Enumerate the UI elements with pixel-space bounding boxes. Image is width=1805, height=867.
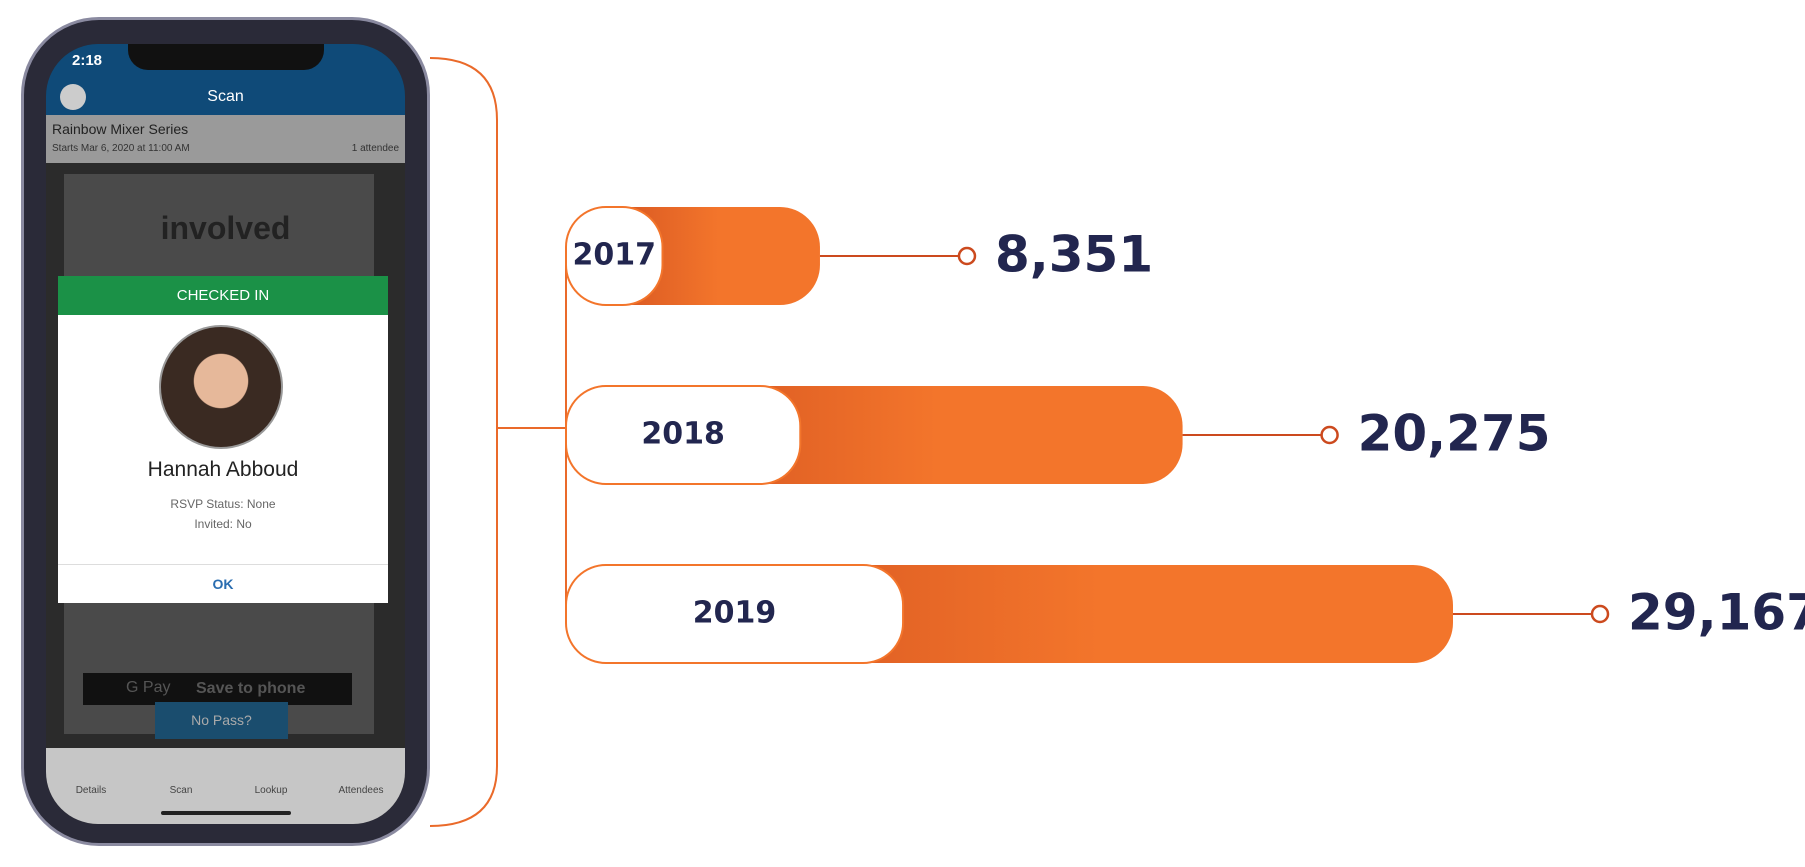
tab[interactable]: Lookup <box>254 785 288 796</box>
header-title: Scan <box>207 88 244 105</box>
category-label: 2018 <box>641 417 725 452</box>
value-label: 29,167 <box>1628 584 1805 642</box>
no-pass-button[interactable]: No Pass? <box>155 702 288 739</box>
category-label: 2019 <box>693 596 777 631</box>
event-name: Rainbow Mixer Series <box>52 121 189 137</box>
value-label: 8,351 <box>995 226 1153 284</box>
event-bar <box>46 115 405 163</box>
bar-label-pill <box>565 206 664 306</box>
bar-label-pill <box>565 564 905 664</box>
event-starts: Starts Mar 6, 2020 at 11:00 AM <box>52 143 190 154</box>
connector-dot <box>957 246 977 266</box>
home-indicator <box>161 811 291 815</box>
rsvp: RSVP Status: None <box>170 497 276 511</box>
dialog-status: CHECKED IN <box>58 276 388 315</box>
profile-icon[interactable] <box>60 84 86 110</box>
save-text: Save to phone <box>196 680 306 697</box>
tab[interactable]: Scan <box>169 785 193 796</box>
tab[interactable]: Details <box>75 785 107 796</box>
pass-logo: involved <box>160 210 291 246</box>
gpay-bar <box>83 673 352 705</box>
connector-dot <box>1320 425 1339 445</box>
event-attendees: 1 attendee <box>351 143 399 154</box>
connector-dot <box>1590 604 1610 624</box>
phone-screen: 2:18 Scan Rainbow Mixer Series Starts Ma… <box>46 44 405 824</box>
divider <box>58 564 388 565</box>
notch <box>128 44 324 70</box>
category-label: 2017 <box>573 238 657 273</box>
gpay-text: G Pay <box>126 679 171 696</box>
invited: Invited: No <box>194 517 252 531</box>
attendee-name: Hannah Abboud <box>147 458 299 481</box>
bar-label-pill <box>565 385 802 485</box>
tab[interactable]: Attendees <box>338 785 384 796</box>
value-label: 20,275 <box>1358 405 1551 463</box>
status-time: 2:18 <box>72 52 103 69</box>
avatar <box>159 325 283 449</box>
ok-button[interactable]: OK <box>212 576 234 592</box>
bracket <box>429 57 498 827</box>
